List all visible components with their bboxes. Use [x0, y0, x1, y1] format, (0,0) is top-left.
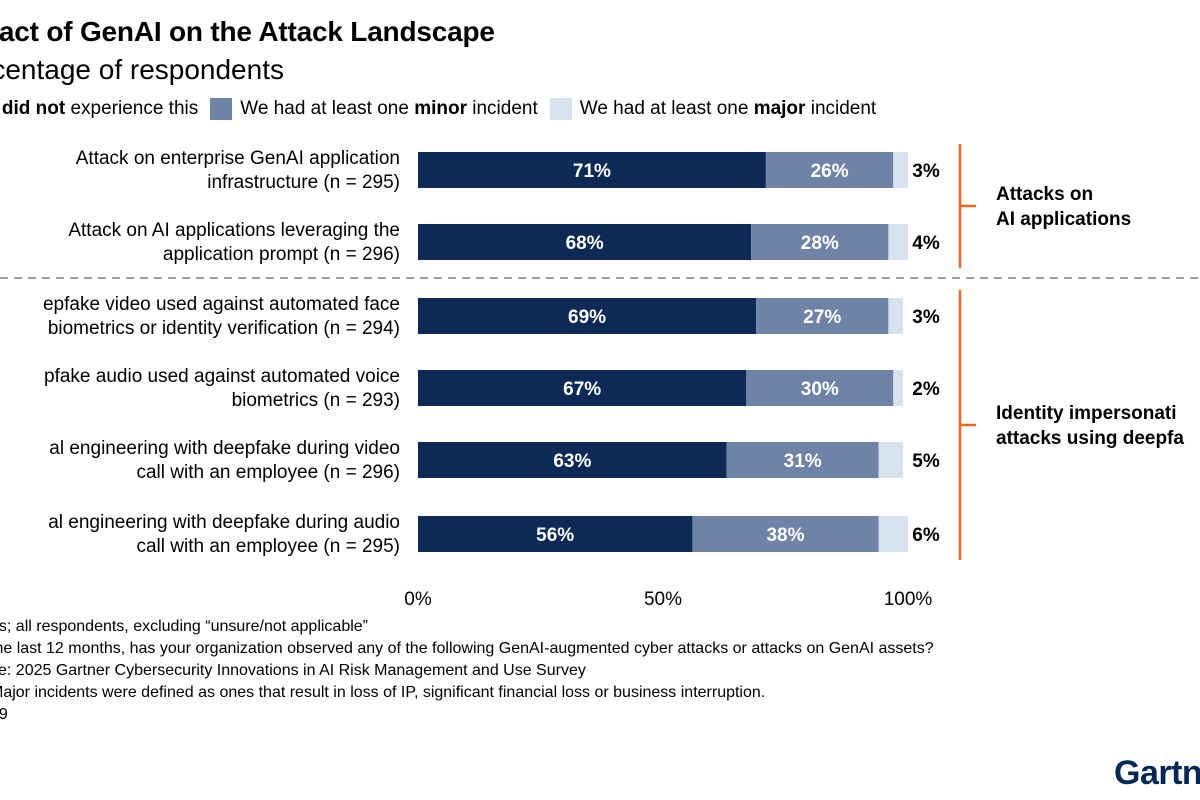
bar-segment-none [418, 442, 727, 478]
category-label: application prompt (n = 296) [163, 244, 400, 265]
data-label: 28% [801, 233, 839, 254]
bar-segment-minor [751, 224, 889, 260]
bar-segment-major [888, 224, 908, 260]
bar-segment-minor [746, 370, 894, 406]
legend-swatch-minor [210, 98, 233, 120]
category-label: epfake video used against automated face [43, 294, 400, 315]
data-label: 26% [811, 161, 849, 182]
bar-segment-major [878, 516, 908, 552]
data-label: 67% [563, 379, 601, 400]
data-label: 3% [912, 161, 940, 182]
data-label: 31% [784, 451, 822, 472]
data-label: 30% [801, 379, 839, 400]
bar-segment-major [878, 442, 904, 478]
group-label: Identity impersonati [996, 403, 1177, 424]
chart-title: pact of GenAI on the Attack Landscape [0, 16, 495, 47]
bar-segment-none [418, 516, 693, 552]
category-label: Attack on AI applications leveraging the [68, 220, 400, 241]
bar-segment-minor [756, 298, 889, 334]
category-label: call with an employee (n = 295) [136, 536, 400, 557]
legend-label-none: e did not experience this [1, 98, 199, 119]
bar-segment-none [418, 152, 766, 188]
footnote-line: es; all respondents, excluding “unsure/n… [0, 618, 369, 635]
gartner-logo: Gartn [1114, 754, 1200, 792]
chart-legend: e did not experience this We had at leas… [0, 96, 888, 122]
x-tick-label: 0% [404, 589, 432, 610]
group-label: AI applications [996, 209, 1131, 230]
category-label: call with an employee (n = 296) [136, 462, 400, 483]
category-label: al engineering with deepfake during audi… [48, 512, 400, 533]
category-label: pfake audio used against automated voice [44, 366, 400, 387]
category-label: Attack on enterprise GenAI application [76, 148, 400, 169]
data-label: 6% [912, 525, 940, 546]
data-label: 38% [766, 525, 804, 546]
bar-segment-minor [692, 516, 879, 552]
category-label: infrastructure (n = 295) [207, 172, 400, 193]
bar-segment-none [418, 224, 752, 260]
footnote-line: Major incidents were defined as ones tha… [0, 684, 766, 701]
bar-segment-none [418, 370, 747, 406]
bar-segment-major [888, 298, 904, 334]
footnote-line: 99 [0, 706, 8, 723]
category-label: biometrics (n = 293) [232, 390, 400, 411]
legend-label-minor: We had at least one minor incident [240, 98, 538, 119]
legend-item-minor: We had at least one minor incident [210, 98, 538, 120]
data-label: 4% [912, 233, 940, 254]
bar-segment-minor [726, 442, 879, 478]
footnote-line: the last 12 months, has your organizatio… [0, 640, 934, 657]
footnotes: es; all respondents, excluding “unsure/n… [0, 616, 934, 726]
data-label: 56% [536, 525, 574, 546]
data-label: 63% [553, 451, 591, 472]
bar-segment-none [418, 298, 757, 334]
category-label: al engineering with deepfake during vide… [49, 438, 400, 459]
data-label: 69% [568, 307, 606, 328]
group-label: attacks using deepfa [996, 428, 1184, 449]
category-label: biometrics or identity verification (n =… [48, 318, 400, 339]
bar-segment-major [893, 152, 908, 188]
legend-item-major: We had at least one major incident [549, 98, 877, 120]
bar-segment-major [893, 370, 904, 406]
data-label: 2% [912, 379, 940, 400]
legend-swatch-major [549, 98, 572, 120]
data-label: 68% [566, 233, 604, 254]
legend-label-major: We had at least one major incident [579, 98, 877, 119]
group-label: Attacks on [996, 184, 1093, 205]
x-tick-label: 100% [884, 589, 933, 610]
data-label: 5% [912, 451, 940, 472]
footnote-line: ce: 2025 Gartner Cybersecurity Innovatio… [0, 662, 586, 679]
data-label: 27% [803, 307, 841, 328]
data-label: 71% [573, 161, 611, 182]
bar-segment-minor [765, 152, 894, 188]
chart-subtitle: rcentage of respondents [0, 54, 284, 85]
x-tick-label: 50% [644, 589, 682, 610]
data-label: 3% [912, 307, 940, 328]
legend-item-none: e did not experience this [0, 98, 198, 120]
